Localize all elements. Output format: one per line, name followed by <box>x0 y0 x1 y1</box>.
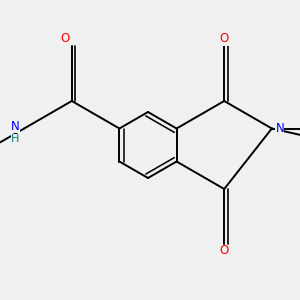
Text: O: O <box>220 32 229 46</box>
Text: O: O <box>60 32 69 46</box>
Text: H: H <box>11 134 19 143</box>
Text: O: O <box>220 244 229 257</box>
Text: N: N <box>275 122 284 135</box>
Text: N: N <box>11 120 20 133</box>
